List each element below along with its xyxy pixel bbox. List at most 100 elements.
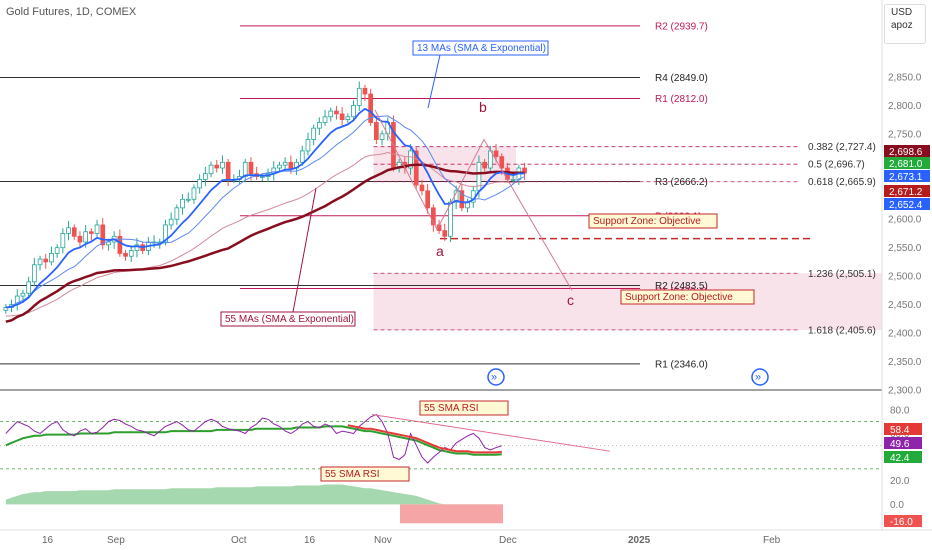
candle-body <box>43 258 49 263</box>
candle-body <box>419 184 425 192</box>
candle-body <box>77 235 83 243</box>
price-tag <box>884 185 930 197</box>
price-axis-tick: 2,300.0 <box>888 386 922 397</box>
candle-body <box>413 150 419 186</box>
candle-body <box>328 110 334 118</box>
candle-body <box>476 161 482 192</box>
ma13-callout-box <box>412 40 549 56</box>
candle-body <box>100 224 106 246</box>
candle-body <box>425 190 431 209</box>
support-callout-1-box <box>588 213 718 229</box>
fib-label: 0.382 (2,727.4) <box>808 142 876 153</box>
x-axis-tick: 16 <box>304 535 316 546</box>
candle-body <box>510 178 516 181</box>
candle-body <box>373 122 379 140</box>
price-axis-tick: 2,450.0 <box>888 300 922 311</box>
candle-body <box>311 127 317 140</box>
candle-body <box>54 247 60 254</box>
candle-body <box>89 231 94 234</box>
candle-body <box>242 161 248 177</box>
ma55-ema-line <box>5 151 525 317</box>
pivot-label: R3 (2666.2) <box>655 177 708 188</box>
rsi-histogram-green <box>5 484 502 508</box>
candle-body <box>362 87 368 95</box>
rsi-line <box>5 413 502 464</box>
candle-body <box>379 133 385 140</box>
candle-body <box>202 173 208 180</box>
candle-body <box>37 258 43 266</box>
candle-body <box>448 201 453 237</box>
x-axis-tick: 16 <box>42 535 54 546</box>
wave-path <box>374 109 573 291</box>
currency-box[interactable]: USD apoz <box>884 4 926 44</box>
price-axis-tick: 2,400.0 <box>888 329 922 340</box>
candle-body <box>60 233 66 249</box>
fib-label: 1.236 (2,505.1) <box>808 269 876 280</box>
pivot-label: R2 (2483.5) <box>655 281 708 292</box>
price-tag-label: 2,681.0 <box>889 159 923 170</box>
price-tag-label: 2,671.2 <box>889 187 923 198</box>
candle-body <box>277 164 282 169</box>
candle-body <box>168 218 174 226</box>
rsi-tag <box>884 451 922 463</box>
candle-body <box>185 198 191 201</box>
support-callout-1: Support Zone: Objective <box>593 216 701 227</box>
candle-body <box>220 161 225 169</box>
candle-body <box>94 224 100 234</box>
next-arrow-glyph-icon: » <box>755 372 761 384</box>
candle-body <box>299 150 305 163</box>
price-tag-label: 2,652.4 <box>889 200 923 211</box>
candle-body <box>442 230 448 237</box>
x-axis-tick: Feb <box>763 535 781 546</box>
x-axis-tick: Oct <box>231 535 247 546</box>
price-tag-label: 2,673.1 <box>889 172 923 183</box>
pivot-label: R4 (2849.0) <box>655 73 708 84</box>
next-arrow-glyph-icon: » <box>491 372 497 384</box>
candle-body <box>339 113 345 121</box>
candle-body <box>322 116 328 123</box>
candle-body <box>214 164 220 169</box>
candle-body <box>345 116 351 121</box>
x-axis-tick: Dec <box>499 535 517 546</box>
rsi-tag <box>884 437 922 449</box>
candle-body <box>197 178 202 189</box>
candle-body <box>316 122 322 129</box>
rsi-callout-1-box <box>419 400 509 416</box>
candle-body <box>163 224 168 243</box>
pivot-label: R1 (2346.0) <box>655 359 708 370</box>
next-arrow-icon <box>487 368 505 386</box>
candle-body <box>493 150 499 158</box>
candle-body <box>134 244 140 251</box>
candle-body <box>368 93 374 123</box>
ma13-ema-line <box>5 107 525 309</box>
rsi-tag-label: 58.4 <box>890 425 910 436</box>
candle-body <box>123 252 128 257</box>
price-tag-label: 2,698.6 <box>889 147 923 158</box>
candle-body <box>117 235 123 254</box>
candle-body <box>282 161 288 166</box>
wave-label-c: c <box>567 292 574 308</box>
price-axis-tick: 2,750.0 <box>888 129 922 140</box>
candle-body <box>248 161 254 175</box>
candle-body <box>49 252 54 263</box>
pivot-label: R2 (2939.7) <box>655 21 708 32</box>
rsi-callout-2-box <box>320 466 410 482</box>
scale-mode: apoz <box>891 20 913 31</box>
rsi-tag-label: 42.4 <box>890 453 910 464</box>
candle-body <box>180 198 185 209</box>
fib-label: 0.5 (2,696.7) <box>808 160 865 171</box>
rsi-tag <box>884 515 922 527</box>
candle-body <box>174 207 180 220</box>
rsi-histogram-red <box>400 504 503 524</box>
ma55-callout: 55 MAs (SMA & Exponential) <box>225 314 354 325</box>
x-axis-tick: 2025 <box>628 535 651 546</box>
candle-body <box>66 227 71 234</box>
rsi-tag-label: 49.6 <box>890 439 910 450</box>
support-callout-2: Support Zone: Objective <box>625 292 733 303</box>
pivot-label: R1 (2812.0) <box>655 94 708 105</box>
candle-body <box>430 207 436 226</box>
rsi-axis-tick: 80.0 <box>890 405 910 416</box>
candle-body <box>408 150 413 169</box>
price-tag <box>884 198 930 210</box>
